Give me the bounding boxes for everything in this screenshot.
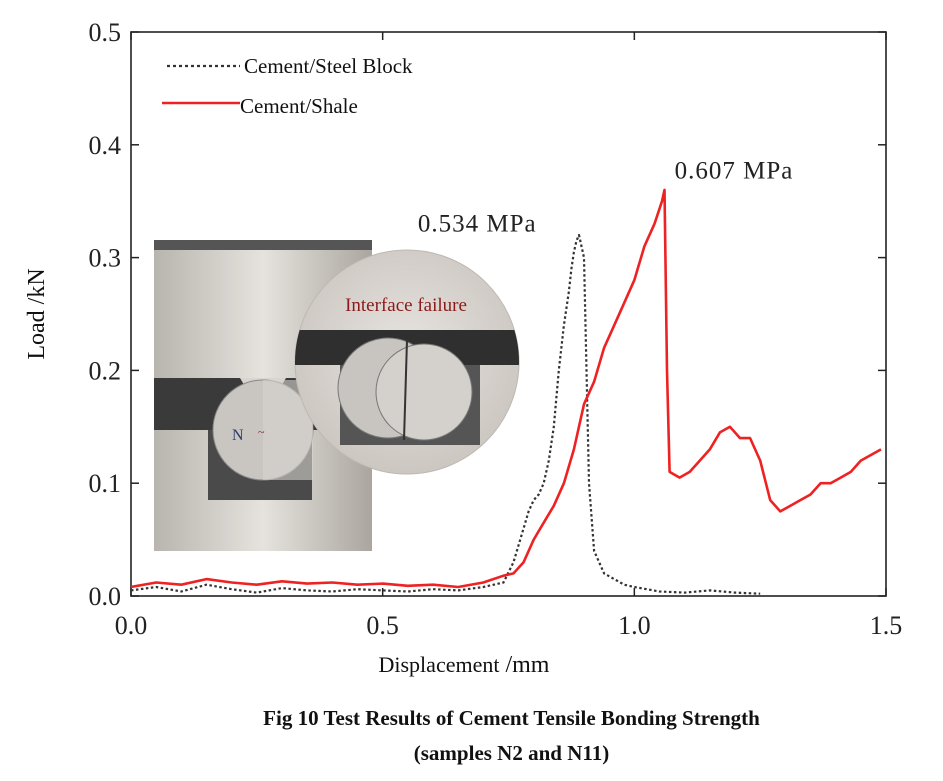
y-axis: 0.0 0.1 0.2 0.3 0.4 0.5 <box>89 18 886 611</box>
figure-caption-line1: Fig 10 Test Results of Cement Tensile Bo… <box>263 706 760 730</box>
y-tick-label: 0.3 <box>89 244 122 273</box>
x-tick-label: 0.5 <box>366 611 399 640</box>
inset-sample-mark: N <box>232 427 244 444</box>
series-line-cement-shale <box>131 188 882 589</box>
y-tick-label: 0.5 <box>89 18 122 47</box>
x-axis-label-unit: /mm <box>499 652 549 678</box>
plot-frame <box>130 31 887 597</box>
y-tick-label: 0.1 <box>89 469 122 498</box>
series-line-cement-steel <box>131 233 761 595</box>
inset-label: Interface failure <box>345 295 467 316</box>
figure-caption-line2: (samples N2 and N11) <box>413 741 610 765</box>
x-axis-label: Displacement /mm <box>379 652 550 678</box>
y-tick-label: 0.4 <box>89 131 122 160</box>
annotation-peak-2: 0.607 MPa <box>675 158 794 185</box>
inset-magnified-view: Interface failure <box>294 249 520 475</box>
annotation-peak-1: 0.534 MPa <box>418 211 537 238</box>
x-axis-label-main: Displacement <box>379 652 500 677</box>
y-axis-label: Load /kN <box>24 268 50 359</box>
inset-sample-mark-small: ~ <box>258 425 265 439</box>
x-tick-label: 0.0 <box>115 611 148 640</box>
legend-label-steel: Cement/Steel Block <box>244 54 413 78</box>
x-tick-label: 1.5 <box>870 611 903 640</box>
x-tick-label: 1.0 <box>618 611 651 640</box>
legend-label-shale: Cement/Shale <box>240 94 358 118</box>
x-axis: 0.0 0.5 1.0 1.5 <box>115 32 903 640</box>
y-tick-label: 0.0 <box>89 582 122 611</box>
legend: Cement/Steel Block Cement/Shale <box>162 54 413 118</box>
y-tick-label: 0.2 <box>89 356 122 385</box>
